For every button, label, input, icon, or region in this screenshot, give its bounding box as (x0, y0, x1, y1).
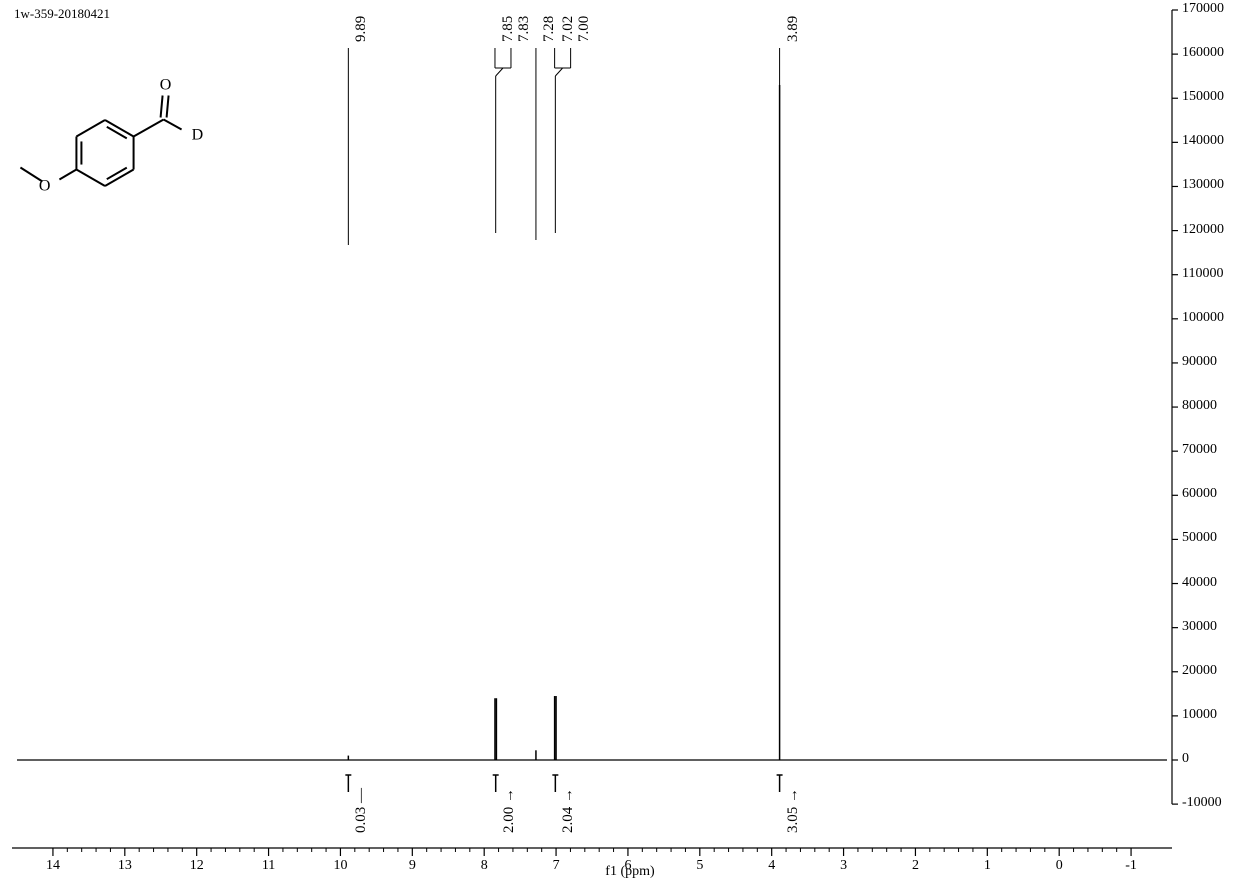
x-tick-label: 9 (409, 858, 416, 874)
integral-value: 2.00 → (501, 788, 518, 833)
y-tick-label: -10000 (1182, 795, 1222, 811)
x-tick-label: 0 (1056, 858, 1063, 874)
y-tick-label: 70000 (1182, 442, 1217, 458)
x-tick-label: 8 (481, 858, 488, 874)
peak-ppm-label: 7.02 (560, 16, 577, 42)
peak-ppm-label: 3.89 (785, 16, 802, 42)
x-tick-label: 4 (768, 858, 775, 874)
peak-ppm-label: 7.83 (516, 16, 533, 42)
y-tick-label: 40000 (1182, 575, 1217, 591)
x-tick-label: 10 (333, 858, 347, 874)
integral-value: 0.03 — (353, 788, 370, 833)
nmr-plot: ODO (0, 0, 1240, 883)
integral-value: 3.05 → (785, 788, 802, 833)
y-tick-label: 20000 (1182, 663, 1217, 679)
y-tick-label: 160000 (1182, 45, 1224, 61)
x-tick-label: 1 (984, 858, 991, 874)
peak-ppm-label: 7.85 (500, 16, 517, 42)
x-tick-label: 3 (840, 858, 847, 874)
y-tick-label: 90000 (1182, 354, 1217, 370)
x-tick-label: 7 (553, 858, 560, 874)
x-tick-label: 2 (912, 858, 919, 874)
y-tick-label: 10000 (1182, 707, 1217, 723)
x-tick-label: -1 (1125, 858, 1137, 874)
y-tick-label: 140000 (1182, 133, 1224, 149)
x-tick-label: 12 (190, 858, 204, 874)
y-tick-label: 100000 (1182, 310, 1224, 326)
peak-ppm-label: 7.00 (576, 16, 593, 42)
y-tick-label: 80000 (1182, 398, 1217, 414)
x-tick-label: 11 (262, 858, 275, 874)
x-tick-label: 13 (118, 858, 132, 874)
y-tick-label: 130000 (1182, 177, 1224, 193)
y-tick-label: 50000 (1182, 530, 1217, 546)
x-tick-label: 6 (624, 858, 631, 874)
svg-text:D: D (192, 127, 204, 144)
peak-ppm-label: 7.28 (541, 16, 558, 42)
peak-ppm-label: 9.89 (353, 16, 370, 42)
y-tick-label: 60000 (1182, 486, 1217, 502)
y-tick-label: 150000 (1182, 89, 1224, 105)
svg-text:O: O (160, 77, 172, 94)
y-tick-label: 110000 (1182, 266, 1223, 282)
y-tick-label: 120000 (1182, 222, 1224, 238)
x-tick-label: 14 (46, 858, 60, 874)
integral-value: 2.04 → (560, 788, 577, 833)
y-tick-label: 30000 (1182, 619, 1217, 635)
y-tick-label: 0 (1182, 751, 1189, 767)
y-tick-label: 170000 (1182, 1, 1224, 17)
x-tick-label: 5 (696, 858, 703, 874)
